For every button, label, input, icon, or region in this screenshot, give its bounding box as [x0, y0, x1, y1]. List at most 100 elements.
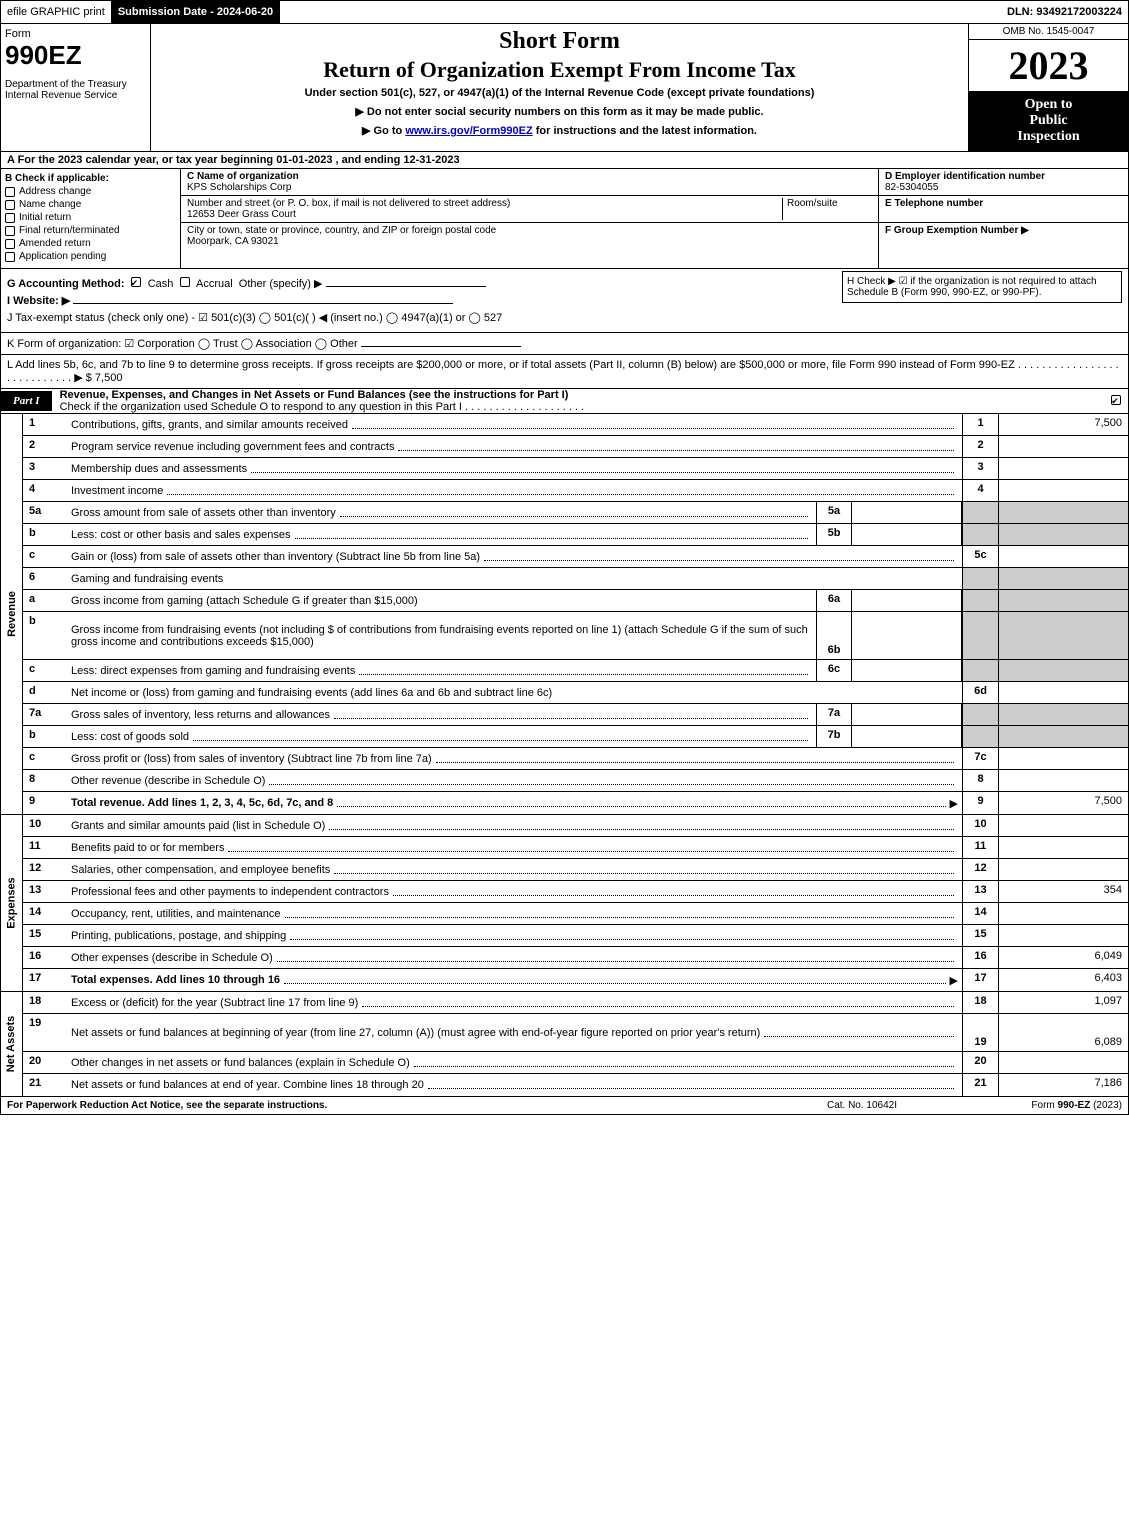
line-2: 2Program service revenue including gover… — [23, 436, 1128, 458]
section-c-address: C Name of organization KPS Scholarships … — [181, 169, 878, 268]
vlabel-net-assets: Net Assets — [1, 992, 23, 1096]
line-5c: cGain or (loss) from sale of assets othe… — [23, 546, 1128, 568]
dln: DLN: 93492172003224 — [1001, 1, 1128, 23]
submission-date: Submission Date - 2024-06-20 — [112, 1, 280, 23]
top-bar: efile GRAPHIC print Submission Date - 20… — [0, 0, 1129, 24]
i-label: I Website: ▶ — [7, 295, 70, 307]
part-1-header: Part I Revenue, Expenses, and Changes in… — [0, 389, 1129, 414]
header-center: Short Form Return of Organization Exempt… — [151, 24, 968, 151]
line-6a: aGross income from gaming (attach Schedu… — [23, 590, 1128, 612]
section-a: A For the 2023 calendar year, or tax yea… — [0, 152, 1129, 169]
label-address-change: Address change — [19, 186, 91, 197]
checkbox-amended-return[interactable] — [5, 239, 15, 249]
line-6c: cLess: direct expenses from gaming and f… — [23, 660, 1128, 682]
instr-goto: ▶ Go to www.irs.gov/Form990EZ for instru… — [159, 124, 960, 137]
label-final-return: Final return/terminated — [19, 225, 120, 236]
checkbox-name-change[interactable] — [5, 200, 15, 210]
line-19: 19Net assets or fund balances at beginni… — [23, 1014, 1128, 1052]
line-21: 21Net assets or fund balances at end of … — [23, 1074, 1128, 1096]
vlabel-expenses: Expenses — [1, 815, 23, 991]
label-name-change: Name change — [19, 199, 81, 210]
label-application-pending: Application pending — [19, 251, 106, 262]
org-name: KPS Scholarships Corp — [187, 182, 872, 193]
line-10: 10Grants and similar amounts paid (list … — [23, 815, 1128, 837]
line-1: 1Contributions, gifts, grants, and simil… — [23, 414, 1128, 436]
part-1-label: Part I — [1, 391, 52, 411]
room-suite-label: Room/suite — [782, 198, 872, 220]
checkbox-final-return[interactable] — [5, 226, 15, 236]
street-label: Number and street (or P. O. box, if mail… — [187, 198, 782, 209]
ein-value: 82-5304055 — [885, 182, 1122, 193]
section-c-label: C Name of organization — [187, 171, 872, 182]
city-label: City or town, state or province, country… — [187, 225, 872, 236]
section-ghij: G Accounting Method: Cash Accrual Other … — [0, 269, 1129, 333]
line-9: 9Total revenue. Add lines 1, 2, 3, 4, 5c… — [23, 792, 1128, 814]
line-5a: 5aGross amount from sale of assets other… — [23, 502, 1128, 524]
j-text: J Tax-exempt status (check only one) - ☑… — [7, 312, 502, 324]
section-b-label: B Check if applicable: — [5, 173, 176, 184]
line-17: 17Total expenses. Add lines 10 through 1… — [23, 969, 1128, 991]
line-6d: dNet income or (loss) from gaming and fu… — [23, 682, 1128, 704]
label-other: Other (specify) ▶ — [239, 278, 323, 290]
expenses-table: Expenses 10Grants and similar amounts pa… — [0, 815, 1129, 992]
section-d-e-f: D Employer identification number 82-5304… — [878, 169, 1128, 268]
line-5b: bLess: cost or other basis and sales exp… — [23, 524, 1128, 546]
efile-print[interactable]: efile GRAPHIC print — [1, 1, 112, 23]
form-label: Form — [5, 28, 146, 40]
line-4: 4Investment income4 — [23, 480, 1128, 502]
section-d-label: D Employer identification number — [885, 171, 1122, 182]
open-line1: Open to — [973, 97, 1124, 113]
line-13: 13Professional fees and other payments t… — [23, 881, 1128, 903]
omb-number: OMB No. 1545-0047 — [969, 24, 1128, 40]
line-12: 12Salaries, other compensation, and empl… — [23, 859, 1128, 881]
subtitle: Under section 501(c), 527, or 4947(a)(1)… — [159, 87, 960, 99]
tax-year: 2023 — [969, 40, 1128, 91]
checkbox-accrual[interactable] — [180, 277, 190, 287]
line-8: 8Other revenue (describe in Schedule O)8 — [23, 770, 1128, 792]
checkbox-cash[interactable] — [131, 277, 141, 287]
short-form-title: Short Form — [159, 28, 960, 55]
open-public-badge: Open to Public Inspection — [969, 91, 1128, 151]
footer-paperwork: For Paperwork Reduction Act Notice, see … — [7, 1100, 762, 1111]
section-b-row: B Check if applicable: Address change Na… — [0, 169, 1129, 269]
section-b-checkboxes: B Check if applicable: Address change Na… — [1, 169, 181, 268]
header-left: Form 990EZ Department of the Treasury In… — [1, 24, 151, 151]
checkbox-address-change[interactable] — [5, 187, 15, 197]
g-label: G Accounting Method: — [7, 278, 125, 290]
line-20: 20Other changes in net assets or fund ba… — [23, 1052, 1128, 1074]
form-number: 990EZ — [5, 40, 146, 71]
line-11: 11Benefits paid to or for members11 — [23, 837, 1128, 859]
footer-formref: Form 990-EZ (2023) — [962, 1100, 1122, 1111]
main-title: Return of Organization Exempt From Incom… — [159, 57, 960, 83]
k-text: K Form of organization: ☑ Corporation ◯ … — [7, 338, 358, 350]
section-l: L Add lines 5b, 6c, and 7b to line 9 to … — [0, 355, 1129, 389]
line-7b: bLess: cost of goods sold7b — [23, 726, 1128, 748]
vlabel-revenue: Revenue — [1, 414, 23, 814]
street-value: 12653 Deer Grass Court — [187, 209, 782, 220]
line-16: 16Other expenses (describe in Schedule O… — [23, 947, 1128, 969]
label-cash: Cash — [148, 278, 174, 290]
label-accrual: Accrual — [196, 278, 233, 290]
header-right: OMB No. 1545-0047 2023 Open to Public In… — [968, 24, 1128, 151]
section-j: J Tax-exempt status (check only one) - ☑… — [7, 311, 1122, 324]
instr-goto-pre: ▶ Go to — [362, 125, 405, 137]
line-3: 3Membership dues and assessments3 — [23, 458, 1128, 480]
label-amended-return: Amended return — [19, 238, 91, 249]
label-initial-return: Initial return — [19, 212, 71, 223]
line-7c: cGross profit or (loss) from sales of in… — [23, 748, 1128, 770]
line-6b: bGross income from fundraising events (n… — [23, 612, 1128, 660]
line-6: 6Gaming and fundraising events — [23, 568, 1128, 590]
line-18: 18Excess or (deficit) for the year (Subt… — [23, 992, 1128, 1014]
form-header: Form 990EZ Department of the Treasury In… — [0, 24, 1129, 152]
line-7a: 7aGross sales of inventory, less returns… — [23, 704, 1128, 726]
irs-link[interactable]: www.irs.gov/Form990EZ — [405, 125, 532, 137]
part-1-check-line: Check if the organization used Schedule … — [60, 401, 585, 413]
section-f-label: F Group Exemption Number ▶ — [885, 225, 1122, 236]
part-1-checkbox[interactable] — [1108, 395, 1128, 408]
line-15: 15Printing, publications, postage, and s… — [23, 925, 1128, 947]
checkbox-application-pending[interactable] — [5, 252, 15, 262]
dept-treasury: Department of the Treasury Internal Reve… — [5, 79, 146, 101]
city-value: Moorpark, CA 93021 — [187, 236, 872, 247]
checkbox-initial-return[interactable] — [5, 213, 15, 223]
revenue-table: Revenue 1Contributions, gifts, grants, a… — [0, 414, 1129, 815]
